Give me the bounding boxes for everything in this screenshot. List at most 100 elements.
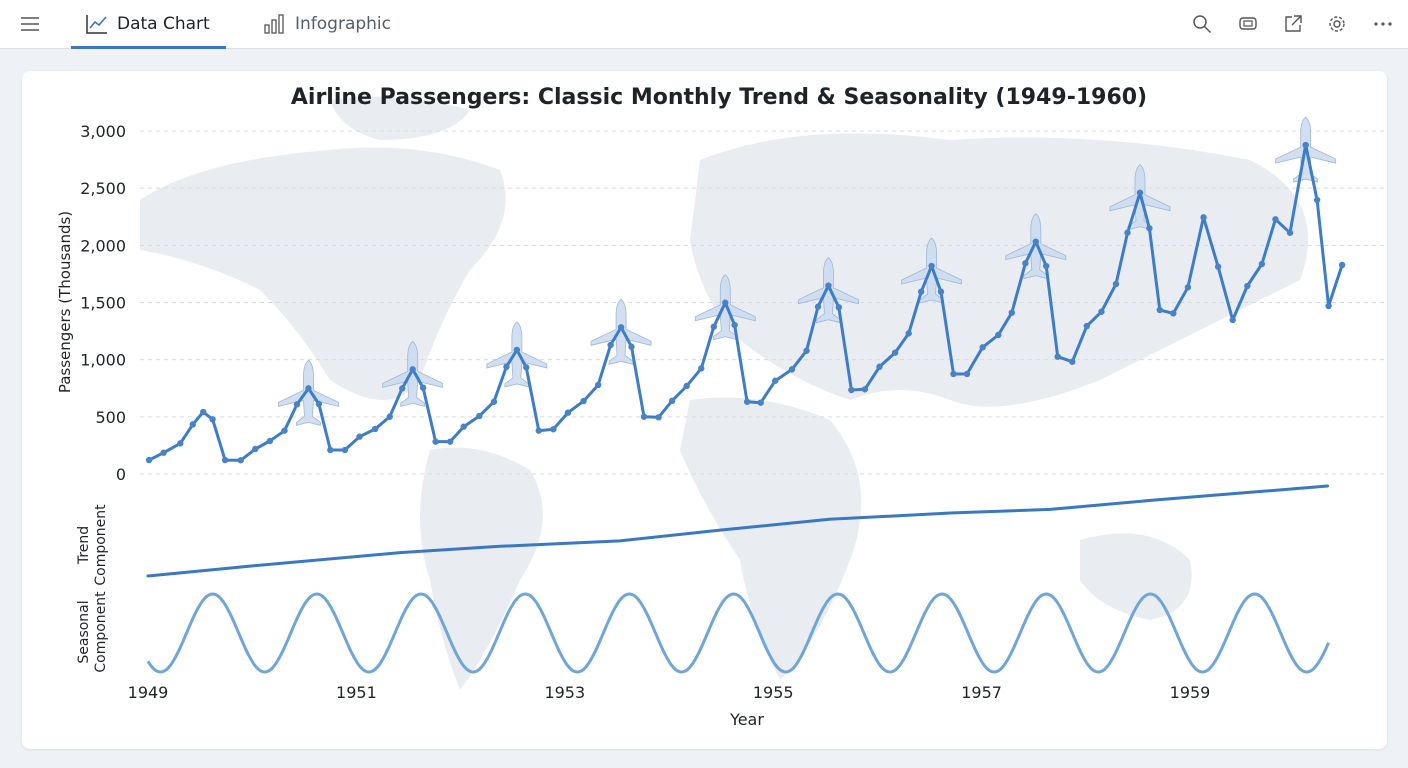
y-tick-label: 1,000 [80,351,126,370]
data-point [1170,310,1177,317]
data-point [266,437,274,445]
bar-chart-icon [264,14,284,34]
tab-data-chart[interactable]: Data Chart [71,0,226,49]
data-point [315,400,323,408]
data-point [1244,282,1251,290]
more-icon[interactable] [1373,14,1393,34]
data-point [835,304,843,311]
data-point [917,288,925,295]
data-point [1229,316,1236,324]
airplane-shape [382,340,444,407]
data-point [628,343,635,350]
data-point [221,456,229,464]
data-point [937,288,945,295]
data-point [1313,196,1321,204]
data-point [1083,322,1091,330]
chart-title: Airline Passengers: Classic Monthly Tren… [291,85,1147,110]
data-point [177,440,184,447]
data-point [409,366,416,373]
trend-line [146,484,1330,578]
comment-icon[interactable] [1238,14,1258,34]
passengers-line [148,143,1344,462]
data-point [503,363,510,370]
x-tick-label: 1949 [128,683,169,702]
data-point [1054,353,1061,360]
data-point [305,385,312,392]
data-point [1146,225,1153,232]
data-point [640,413,648,420]
data-point [861,386,869,393]
tab-infographic[interactable]: Infographic [263,0,391,48]
y-tick-label: 2,500 [80,179,126,198]
line-chart-icon [86,15,107,34]
y-tick-label: 1,500 [80,294,126,313]
data-point [814,303,822,310]
data-point [1338,261,1346,269]
y-tick-label: 500 [95,408,126,427]
airplane-icon [1005,213,1067,280]
data-point [1156,306,1163,314]
data-point [1302,141,1309,149]
data-point [1136,189,1144,196]
airplane-icon [694,274,756,341]
x-tick-label: 1953 [544,683,585,702]
data-point [1272,216,1279,223]
data-point [594,381,602,389]
x-tick-label: 1951 [336,683,377,702]
airplane-icon [486,321,548,388]
data-point [1200,214,1207,221]
data-point [1184,284,1192,291]
airplane-icon [382,340,444,407]
data-point [788,366,796,373]
x-axis-label: Year [729,710,764,729]
open-external-icon[interactable] [1283,14,1303,34]
data-point [731,321,738,329]
data-point [419,384,427,391]
data-point [683,382,690,390]
y-tick-label: 2,000 [80,236,126,255]
data-point [550,426,557,433]
data-point [1112,280,1120,288]
data-point [607,341,614,349]
airplane-shape [486,321,548,388]
y-tick-label: 0 [116,465,126,484]
data-point [160,449,167,456]
data-point [523,364,530,371]
data-point [1032,238,1039,245]
data-point [371,425,379,433]
data-point [825,282,832,289]
data-point [252,445,259,453]
trend-component-label: TrendComponent [76,504,109,586]
data-point [476,412,483,420]
gear-icon[interactable] [1327,14,1347,34]
data-point [327,446,334,454]
data-point [743,398,751,405]
search-icon[interactable] [1192,14,1212,34]
x-tick-label: 1957 [961,683,1002,702]
airplane-shape [590,298,652,365]
data-point [928,262,935,270]
data-point [580,397,587,405]
data-point [617,324,625,331]
data-point [668,397,676,405]
data-point [803,347,810,354]
seasonal-component-label: SeasonalComponent [76,591,109,673]
toolbar: Data Chart Infographic [0,0,1408,49]
data-point [1325,302,1332,310]
data-point [1022,260,1029,267]
data-point [446,438,454,445]
data-point [876,363,883,370]
data-point [281,427,288,434]
tab-label: Data Chart [117,14,210,34]
data-point [200,408,207,416]
hamburger-menu-icon[interactable] [20,14,40,34]
data-point [1069,358,1076,365]
data-point [535,427,542,434]
data-point [905,330,912,337]
data-point [386,413,393,420]
data-point [564,409,572,416]
x-tick-label: 1959 [1170,683,1211,702]
data-point [950,370,957,378]
data-point [757,399,764,406]
data-point [995,331,1002,339]
